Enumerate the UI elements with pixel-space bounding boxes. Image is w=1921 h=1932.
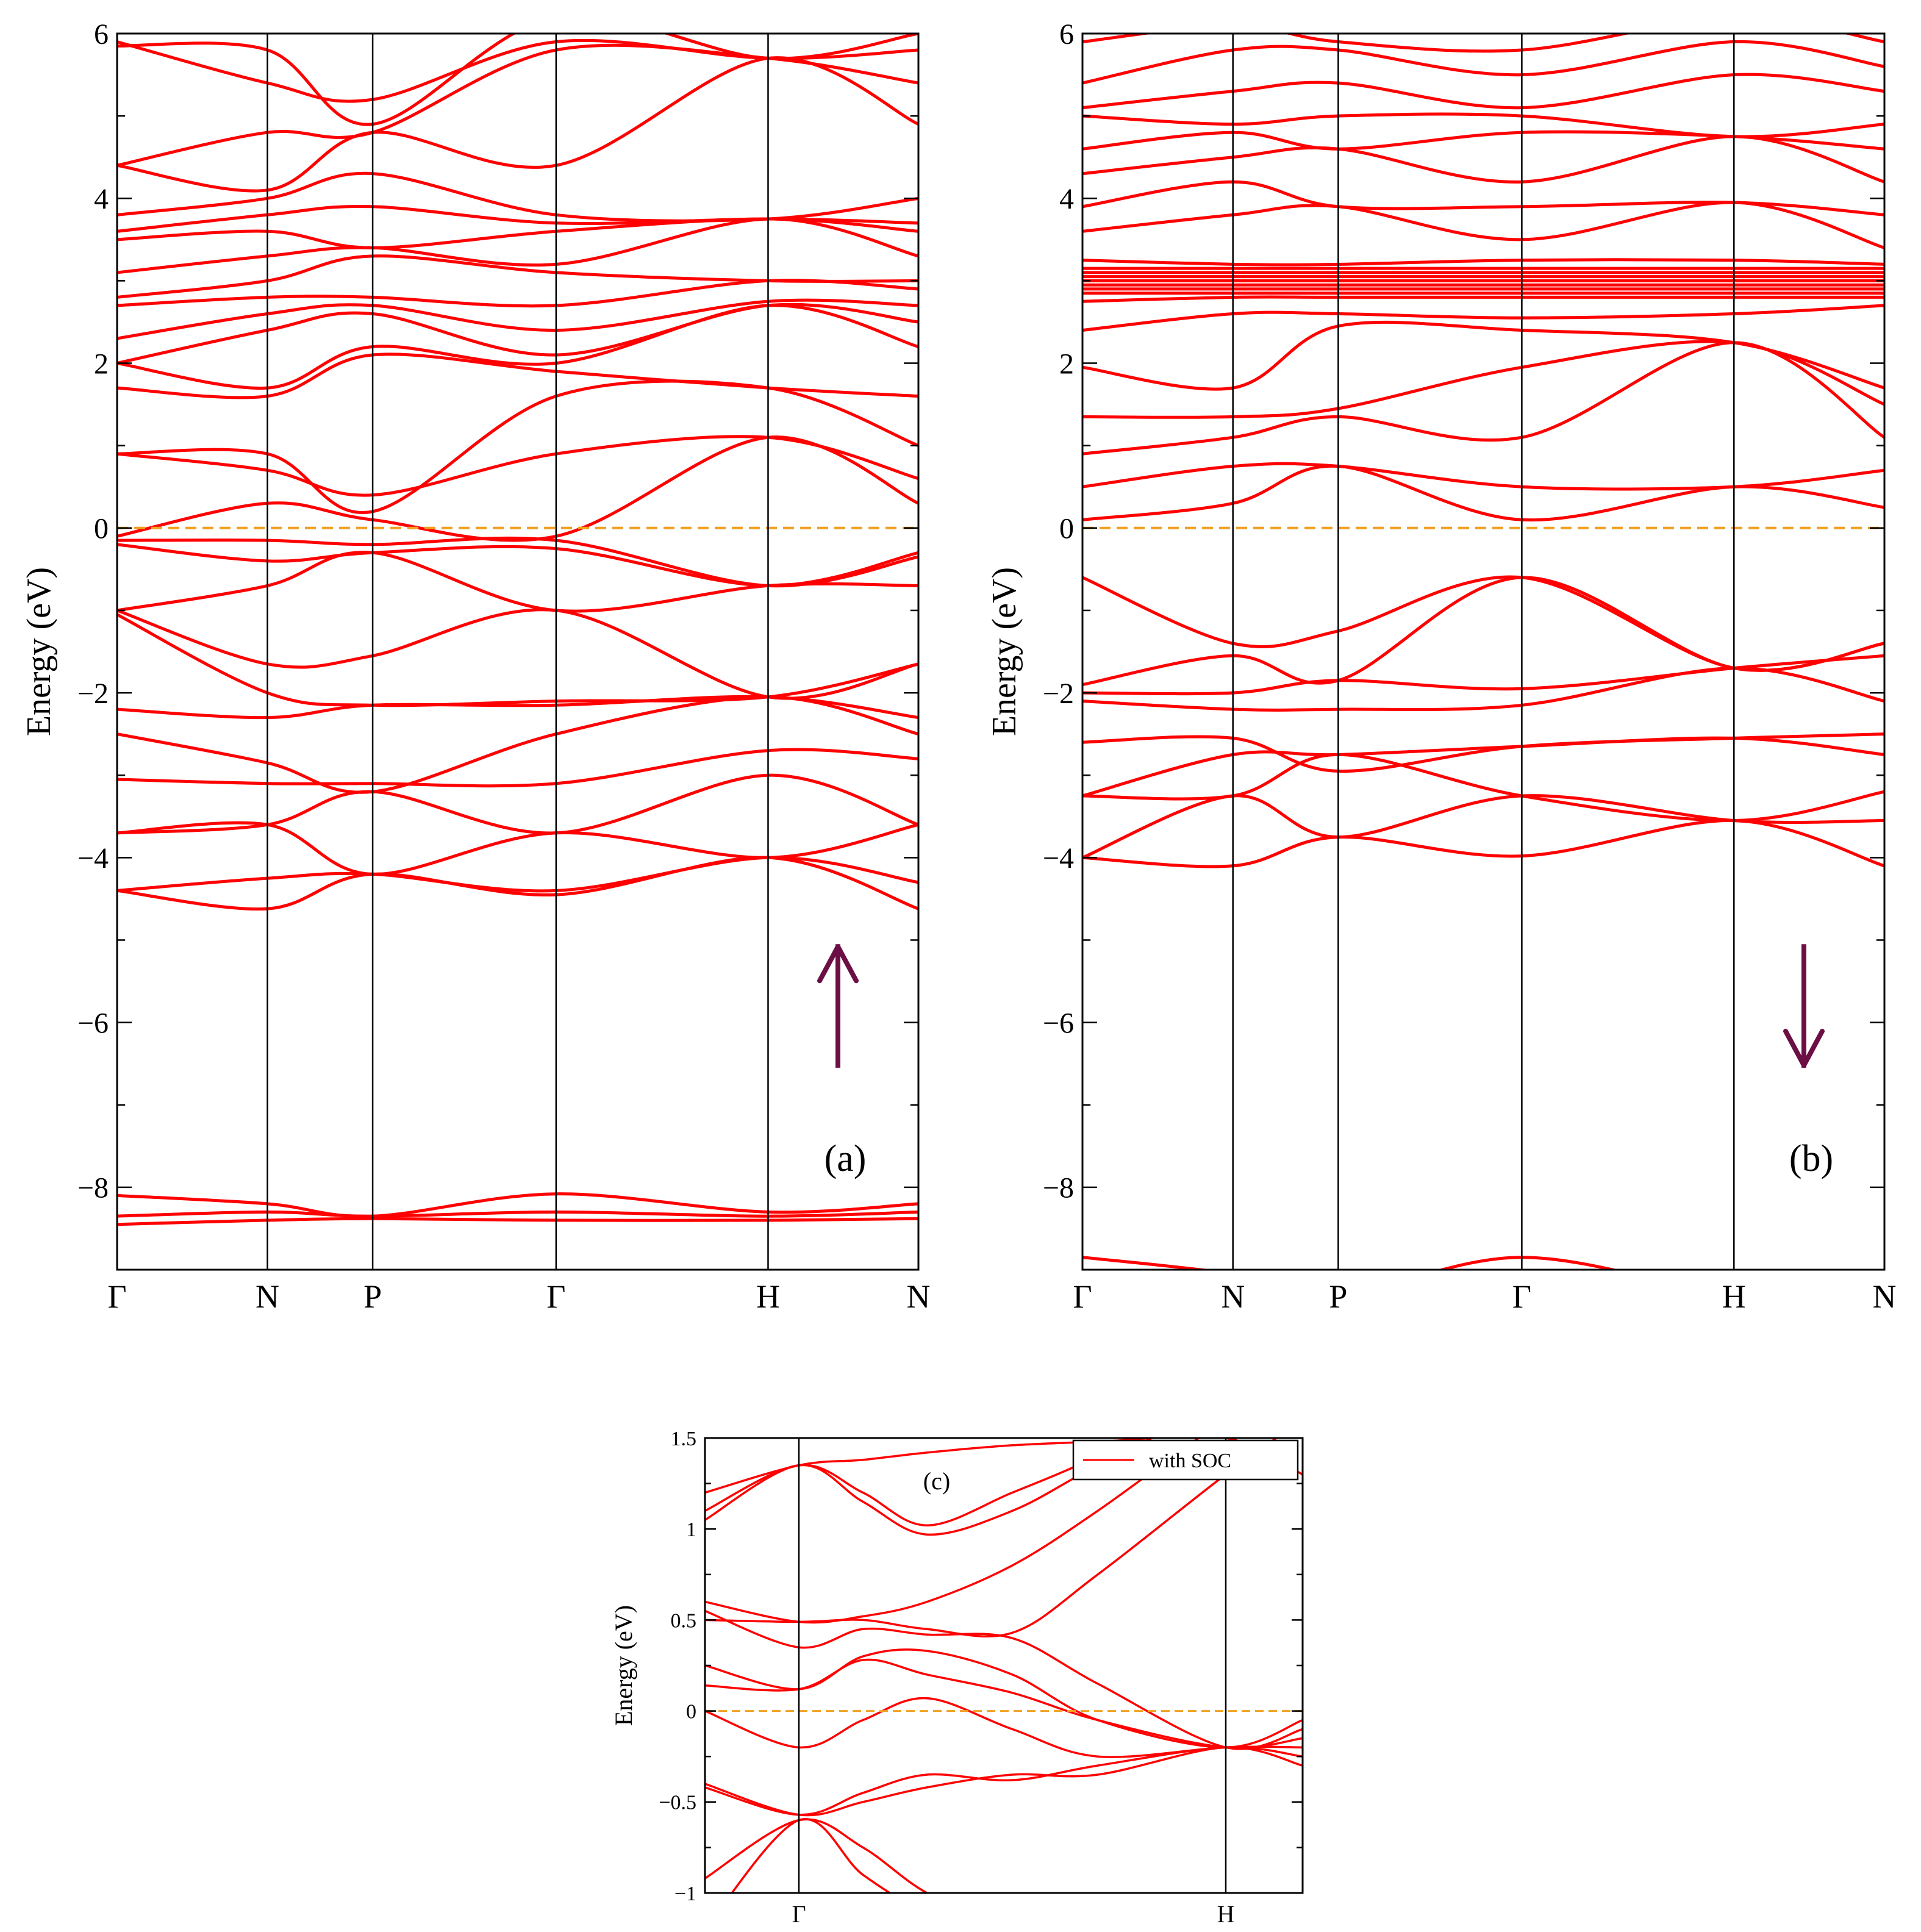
- spin-up-arrow-icon: [817, 944, 859, 1068]
- band-line-a-20: [117, 302, 918, 365]
- band-line-a-21: [117, 298, 918, 340]
- band-line-a-17: [117, 379, 918, 514]
- ylabel-c: Energy (eV): [610, 1605, 637, 1726]
- legend-label: with SOC: [1149, 1450, 1231, 1472]
- band-line-b-5: [1082, 732, 1884, 773]
- spin-down-arrow-icon: [1783, 944, 1825, 1068]
- ytick-label-a-1: 4: [94, 183, 109, 215]
- legend-c: with SOC: [1072, 1439, 1299, 1481]
- bands-c: [705, 1438, 1303, 1893]
- band-line-a-19: [117, 304, 918, 390]
- ytick-label-b-1: 4: [1059, 183, 1074, 215]
- band-line-a-31: [117, 34, 918, 126]
- ytick-label-c-4: −0.5: [659, 1792, 696, 1814]
- plot-frame-b: [1081, 32, 1886, 1271]
- band-line-a-23: [117, 254, 918, 299]
- ytick-label-b-7: −8: [1043, 1172, 1074, 1204]
- kpoint-label-b-2: P: [1329, 1278, 1347, 1315]
- kpoint-label-b-0: Γ: [1073, 1278, 1092, 1315]
- ytick-label-b-3: 0: [1059, 513, 1074, 545]
- band-line-a-10: [117, 613, 918, 707]
- ytick-label-c-2: 0.5: [671, 1609, 697, 1632]
- band-line-b-16: [1082, 295, 1884, 303]
- band-line-a-1: [117, 1210, 918, 1218]
- band-line-c-6: [705, 1648, 1303, 1749]
- legend-box: [1072, 1439, 1299, 1481]
- panel-a: Γ N P Γ H N 6 4 2 0 −2 −4 −6 −8 Energy (eV) (a): [20, 18, 931, 1315]
- band-line-a-0: [117, 1217, 918, 1226]
- kpoint-label-a-4: H: [756, 1278, 780, 1315]
- bands-b: [1082, 34, 1884, 1270]
- ytick-label-b-4: −2: [1043, 678, 1074, 710]
- kpoint-label-a-2: P: [363, 1278, 382, 1315]
- panel-label-a: (a): [825, 1138, 867, 1179]
- panel-label-b: (b): [1789, 1138, 1833, 1179]
- band-line-b-29: [1082, 112, 1884, 138]
- band-line-a-3: [117, 856, 918, 911]
- band-line-b-31: [1082, 40, 1884, 85]
- band-line-a-2: [117, 1192, 918, 1218]
- ytick-label-b-5: −4: [1043, 842, 1074, 875]
- ytick-label-a-6: −6: [77, 1007, 109, 1039]
- band-line-a-27: [117, 171, 918, 223]
- band-line-b-3: [1082, 753, 1884, 823]
- ytick-label-b-0: 6: [1059, 18, 1074, 51]
- ytick-label-c-3: 0: [686, 1701, 696, 1723]
- band-line-a-18: [117, 352, 918, 399]
- kpoint-label-b-5: N: [1873, 1278, 1897, 1315]
- band-line-b-15: [1082, 304, 1884, 332]
- kpoint-label-a-3: Γ: [546, 1278, 565, 1315]
- band-line-b-26: [1082, 180, 1884, 216]
- ytick-label-a-2: 2: [94, 348, 109, 380]
- kpoint-label-c-0: Γ: [792, 1900, 806, 1928]
- ytick-label-b-2: 2: [1059, 348, 1074, 380]
- ylabel-a: Energy (eV): [20, 567, 58, 736]
- band-line-c-9: [705, 1438, 1201, 1624]
- panel-label-c: (c): [923, 1467, 950, 1495]
- band-line-a-16: [117, 435, 918, 497]
- band-line-a-6: [117, 773, 918, 835]
- bands-a: [117, 34, 918, 1226]
- ytick-label-c-5: −1: [674, 1883, 696, 1905]
- band-line-c-4: [705, 1697, 1303, 1758]
- band-line-b-9: [1082, 575, 1884, 672]
- kpoint-label-b-1: N: [1221, 1278, 1245, 1315]
- panel-b: Γ N P Γ H N 6 4 2 0 −2 −4 −6 −8 Energy (eV) (b): [986, 18, 1897, 1315]
- band-line-b-14: [1082, 320, 1884, 391]
- kpoint-label-b-4: H: [1722, 1278, 1746, 1315]
- kpoint-label-a-0: Γ: [107, 1278, 126, 1315]
- ytick-label-a-7: −8: [77, 1172, 109, 1204]
- band-line-a-7: [117, 748, 918, 788]
- band-line-c-12: [705, 1438, 1303, 1494]
- ytick-label-a-3: 0: [94, 513, 109, 545]
- kpoint-label-c-1: H: [1217, 1900, 1235, 1928]
- plot-frame-a: [116, 32, 920, 1271]
- band-line-a-5: [117, 821, 918, 876]
- band-line-a-11: [117, 608, 918, 700]
- ytick-label-a-4: −2: [77, 678, 109, 710]
- ytick-label-c-0: 1.5: [671, 1428, 697, 1450]
- band-line-b-30: [1082, 73, 1884, 110]
- ytick-label-a-5: −4: [77, 842, 109, 875]
- band-line-b-32: [1082, 34, 1884, 53]
- kpoint-label-b-3: Γ: [1512, 1278, 1531, 1315]
- ytick-label-a-0: 6: [94, 18, 109, 51]
- kpoint-label-a-5: N: [907, 1278, 931, 1315]
- band-line-b-7: [1082, 654, 1884, 696]
- band-line-b-11: [1082, 462, 1884, 491]
- band-line-c-7: [705, 1609, 1303, 1750]
- kpoint-label-a-1: N: [256, 1278, 279, 1315]
- panel-c: Γ H 1.5 1 0.5 0 −0.5 −1 Energy (eV) (c) with SOC: [610, 1428, 1304, 1928]
- band-line-b-24: [1082, 258, 1884, 267]
- band-line-a-15: [117, 435, 918, 542]
- band-line-c-1: [705, 1818, 929, 1893]
- ylabel-b: Energy (eV): [986, 567, 1023, 736]
- band-line-b-0: [1082, 1256, 1620, 1270]
- ytick-label-b-6: −6: [1043, 1007, 1074, 1039]
- ytick-label-c-1: 1: [686, 1519, 696, 1541]
